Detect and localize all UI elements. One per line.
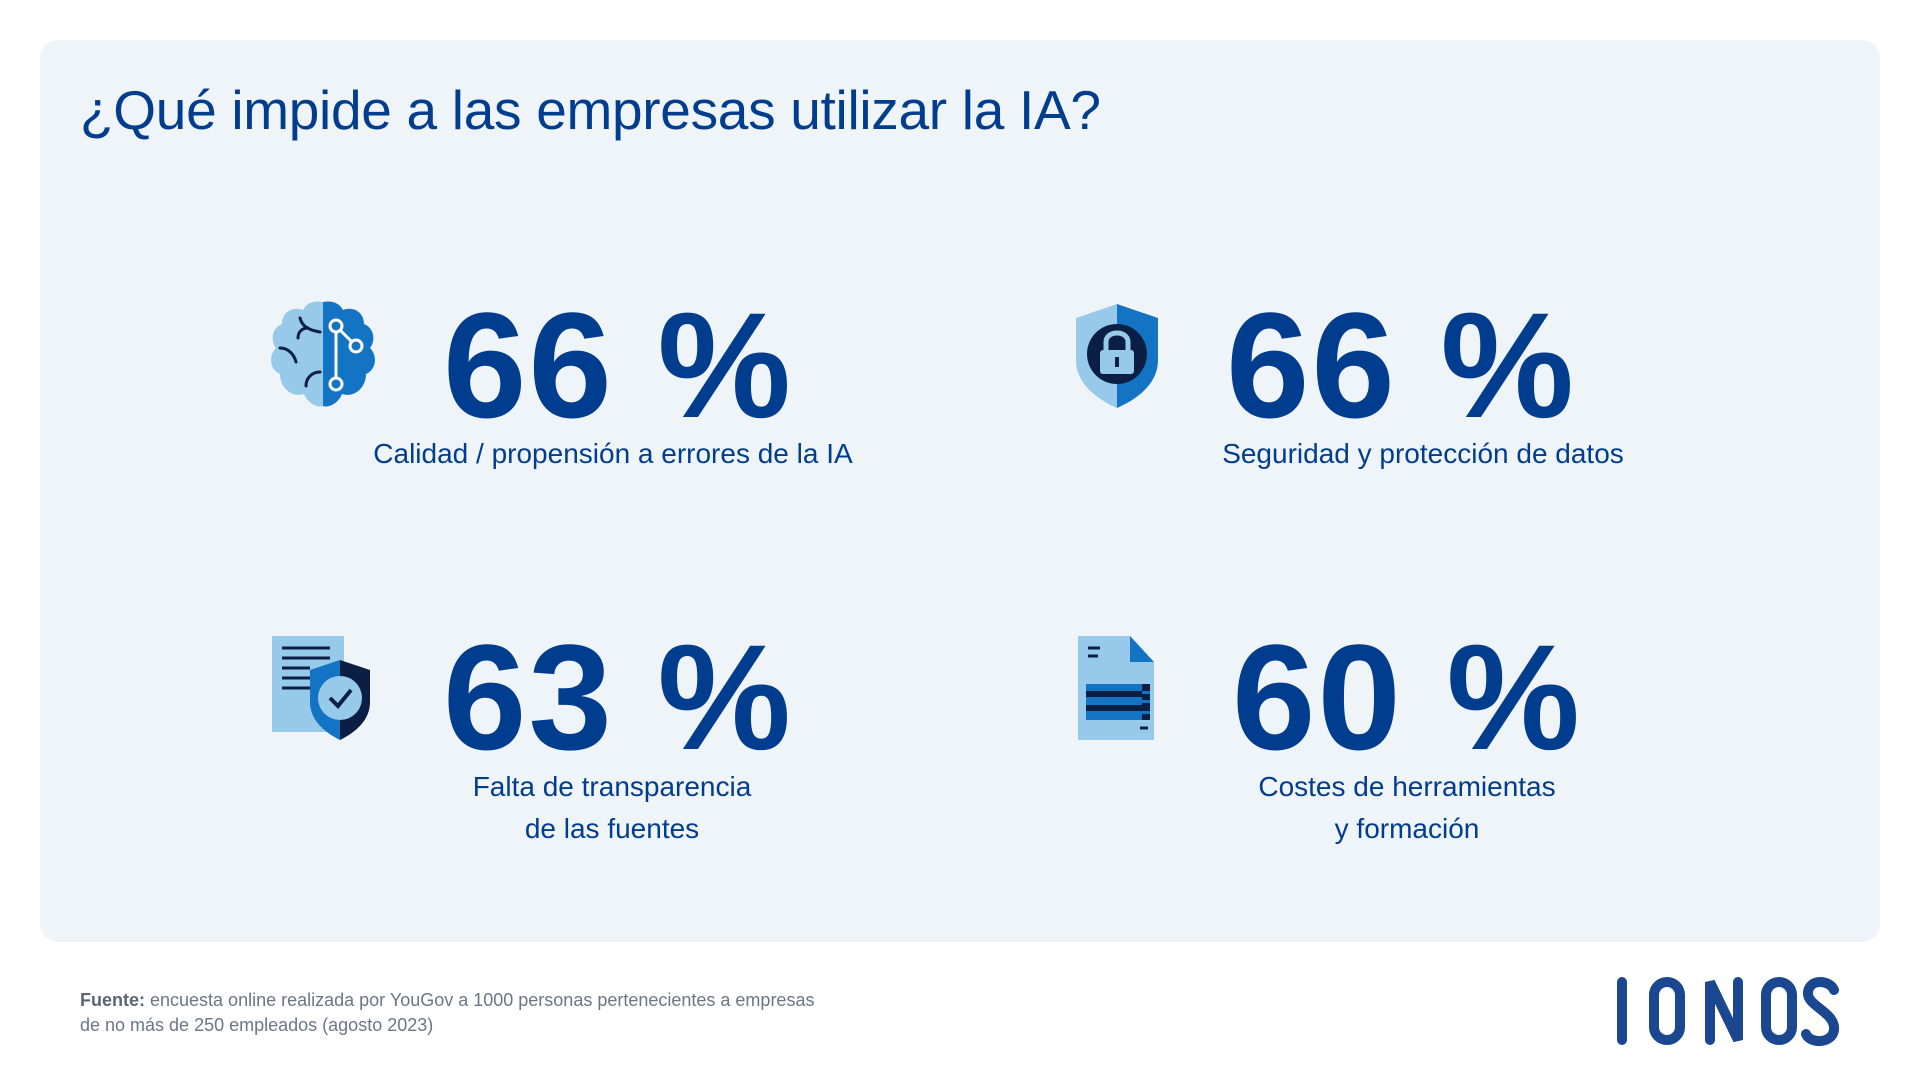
- stat-label-security: Seguridad y protección de datos: [1073, 433, 1773, 475]
- source-note: Fuente: encuesta online realizada por Yo…: [80, 988, 814, 1038]
- stat-label-costs: Costes de herramientas y formación: [1057, 766, 1757, 850]
- stat-value-transparency: 63 %: [443, 613, 793, 781]
- source-prefix: Fuente:: [80, 990, 145, 1010]
- label-line: de las fuentes: [524, 813, 700, 844]
- ionos-logo: [1617, 977, 1839, 1046]
- label-line: Calidad / propensión a errores de la IA: [373, 438, 853, 469]
- label-line: Seguridad y protección de datos: [1222, 438, 1624, 469]
- label-line: Costes de herramientas: [1258, 771, 1556, 802]
- shield-lock-icon: [1076, 304, 1158, 408]
- infographic-card: [40, 40, 1880, 942]
- brain-circuit-icon: [271, 301, 375, 407]
- stat-value-costs: 60 %: [1232, 613, 1582, 781]
- stat-label-transparency: Falta de transparencia de las fuentes: [262, 766, 962, 850]
- page-title: ¿Qué impide a las empresas utilizar la I…: [80, 79, 1101, 141]
- document-shield-check-icon: [272, 636, 370, 740]
- label-line: Falta de transparencia: [472, 771, 752, 802]
- source-line-2: de no más de 250 empleados (agosto 2023): [80, 1015, 434, 1035]
- label-line: y formación: [1334, 813, 1480, 844]
- document-table-icon: [1078, 636, 1154, 740]
- stat-value-quality: 66 %: [443, 281, 793, 449]
- source-line-1: encuesta online realizada por YouGov a 1…: [145, 990, 815, 1010]
- stat-value-security: 66 %: [1226, 281, 1576, 449]
- stat-label-quality: Calidad / propensión a errores de la IA: [263, 433, 963, 475]
